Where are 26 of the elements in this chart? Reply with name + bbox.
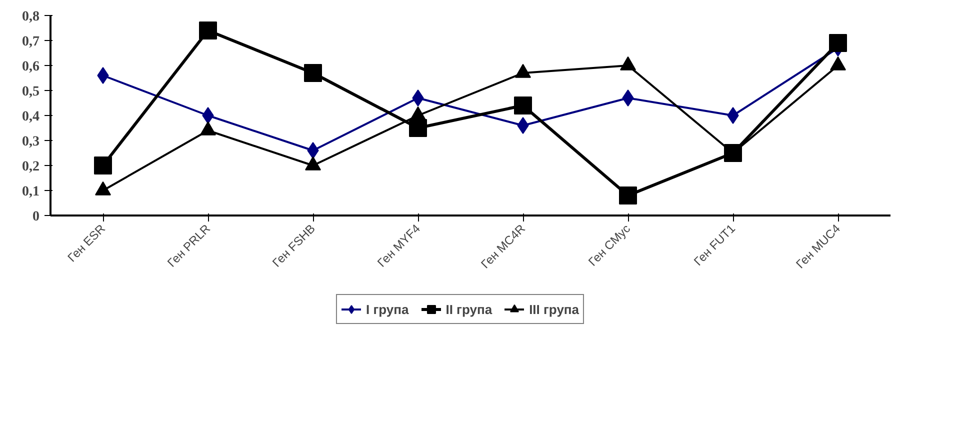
point — [307, 142, 319, 159]
point — [97, 67, 109, 84]
point — [202, 107, 214, 124]
y-tick-label: 0,8 — [22, 10, 40, 24]
point — [409, 119, 427, 137]
legend-label: II група — [446, 302, 492, 316]
y-tick-label: 0,6 — [22, 60, 40, 74]
point — [727, 107, 739, 124]
legend-label: I група — [366, 302, 409, 316]
y-tick-label: 0 — [32, 210, 40, 224]
point — [517, 117, 529, 134]
point — [94, 156, 112, 174]
y-tick-label: 0,5 — [22, 84, 40, 100]
y-tick-label: 0,4 — [22, 110, 40, 124]
point — [514, 96, 532, 114]
point — [304, 64, 322, 82]
y-tick-label: 0,1 — [22, 184, 40, 200]
point — [622, 90, 634, 106]
point — [412, 90, 424, 106]
y-tick-label: 0,2 — [22, 160, 40, 174]
point — [829, 34, 847, 52]
legend-label: III група — [529, 302, 580, 316]
y-tick-label: 0,7 — [22, 34, 40, 50]
point — [199, 22, 217, 40]
point — [619, 186, 637, 204]
y-tick-label: 0,3 — [22, 134, 40, 150]
